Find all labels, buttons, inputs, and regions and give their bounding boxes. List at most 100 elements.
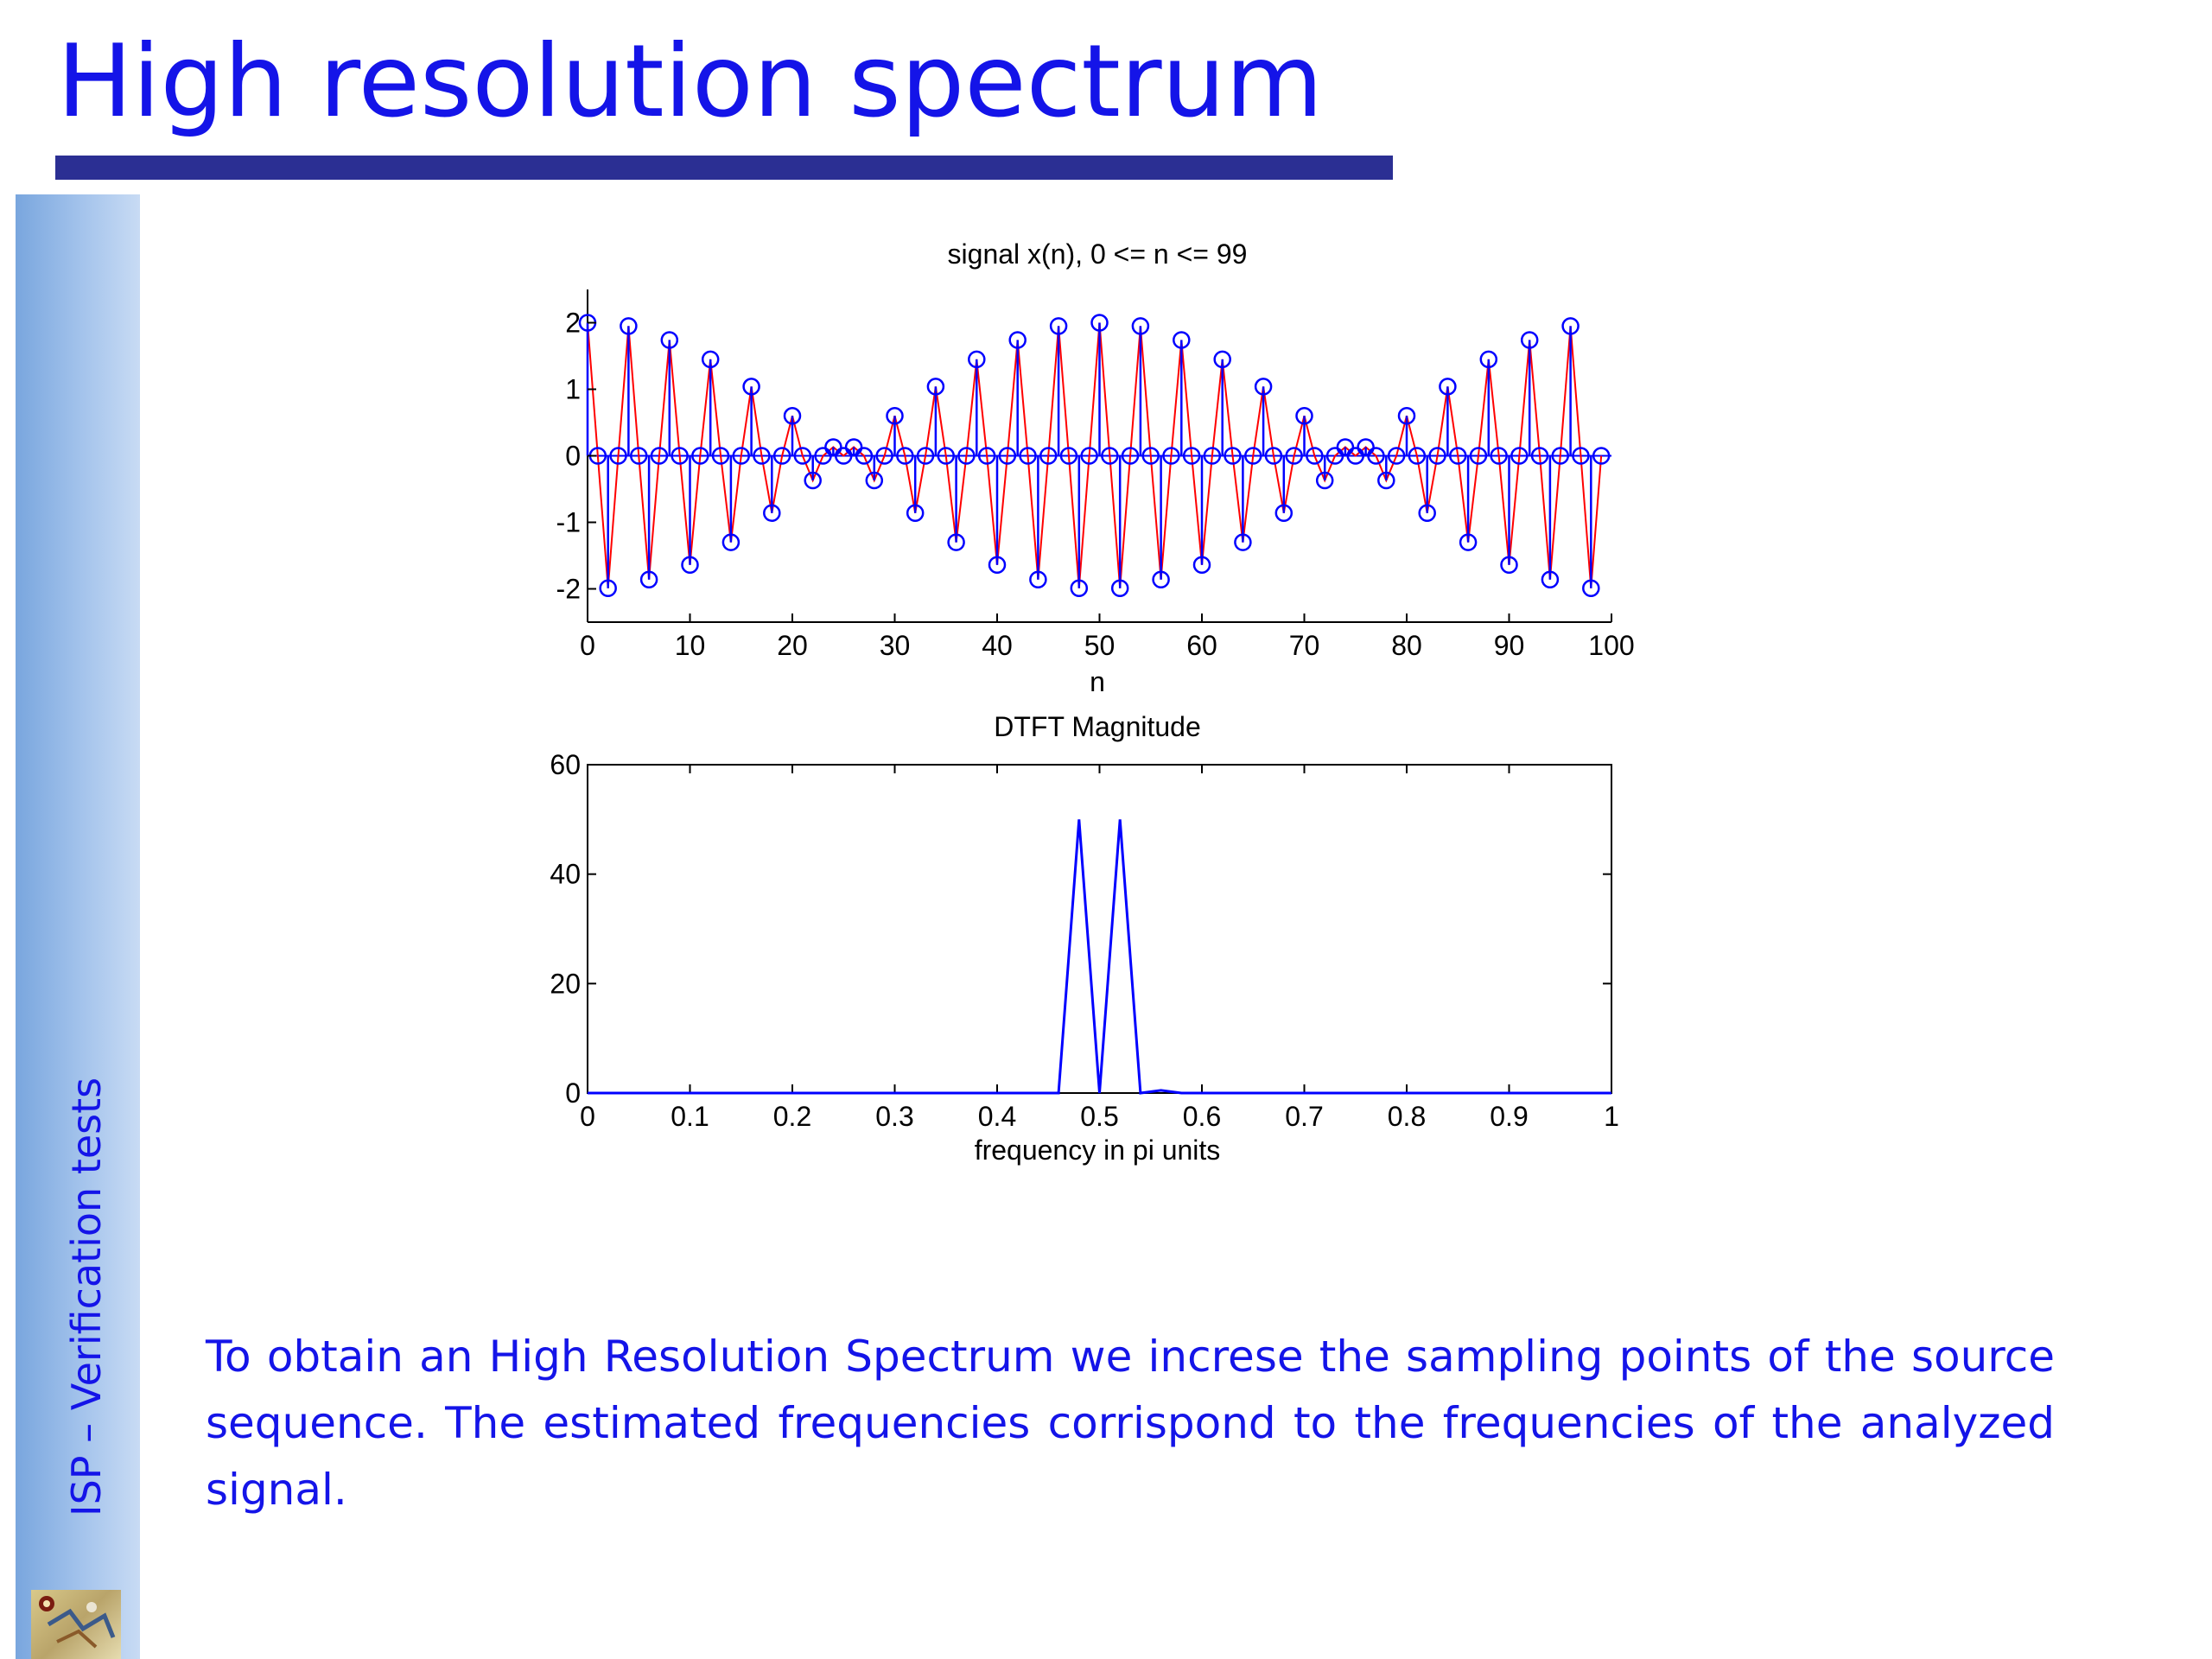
signal-marker (630, 447, 648, 465)
signal-x-tick-label: 0 (580, 630, 595, 661)
signal-marker (1449, 447, 1467, 465)
signal-marker (1306, 447, 1324, 465)
dtft-x-tick-label: 0 (580, 1101, 595, 1132)
signal-marker (1572, 447, 1590, 465)
signal-marker (1110, 579, 1129, 597)
dtft-y-tick-label: 0 (565, 1077, 581, 1109)
logo-graphic (39, 1596, 116, 1649)
signal-marker (793, 447, 812, 465)
signal-marker (1551, 447, 1569, 465)
dtft-x-axis-label: frequency in pi units (975, 1135, 1221, 1166)
signal-x-tick-label: 90 (1494, 630, 1525, 661)
signal-marker (1152, 570, 1170, 588)
signal-series-line (587, 322, 1603, 588)
signal-marker (1182, 447, 1201, 465)
caption-text: To obtain an High Resolution Spectrum we… (206, 1332, 2055, 1515)
figure: signal x(n), 0 <= n <= 99 0 10 20 30 40 50 60 7… (550, 238, 1635, 1166)
signal-marker (1592, 447, 1611, 465)
signal-marker (753, 447, 771, 465)
signal-plot: signal x(n), 0 <= n <= 99 0 10 20 30 40 50 60 7… (556, 238, 1635, 697)
signal-marker (1029, 570, 1047, 588)
signal-marker (1203, 447, 1222, 465)
signal-marker (1397, 407, 1416, 425)
dtft-plot-title: DTFT Magnitude (994, 711, 1201, 742)
signal-marker (1019, 447, 1037, 465)
signal-marker (1387, 447, 1406, 465)
signal-marker (1520, 331, 1539, 349)
signal-marker (1325, 447, 1344, 465)
signal-marker (835, 447, 853, 465)
signal-marker (968, 350, 986, 369)
signal-marker (1285, 447, 1303, 465)
signal-marker (875, 447, 893, 465)
signal-marker (998, 447, 1017, 465)
signal-marker (865, 471, 884, 490)
signal-marker (824, 438, 842, 456)
signal-marker (671, 447, 689, 465)
signal-marker (1173, 331, 1191, 349)
dtft-y-tick-label: 60 (550, 749, 581, 780)
signal-marker (681, 556, 699, 575)
signal-x-tick-label: 10 (675, 630, 706, 661)
signal-marker (772, 447, 791, 465)
sidebar-band (16, 194, 140, 1659)
signal-x-tick-label: 40 (982, 630, 1013, 661)
signal-marker (721, 533, 741, 551)
signal-marker (639, 570, 658, 588)
signal-marker (1469, 447, 1488, 465)
signal-marker (732, 447, 750, 465)
signal-marker (691, 447, 709, 465)
signal-y-tick-label: 2 (565, 308, 581, 339)
signal-marker (1141, 447, 1160, 465)
signal-x-tick-label: 30 (880, 630, 911, 661)
signal-marker (844, 438, 863, 456)
signal-marker (1090, 314, 1109, 332)
signal-marker (1490, 447, 1508, 465)
signal-marker (1070, 579, 1089, 597)
signal-x-tick-label: 100 (1588, 630, 1634, 661)
signal-marker (1039, 447, 1058, 465)
signal-marker (1479, 350, 1498, 369)
signal-marker (1428, 447, 1446, 465)
signal-marker (1408, 447, 1427, 465)
signal-x-tick-label: 80 (1391, 630, 1422, 661)
signal-marker (1131, 317, 1150, 335)
signal-marker (660, 331, 679, 349)
signal-marker (1192, 556, 1211, 575)
dtft-x-tick-label: 0.4 (978, 1101, 1016, 1132)
signal-marker (1582, 579, 1600, 597)
dtft-x-tick-label: 0.6 (1183, 1101, 1221, 1132)
dtft-x-tick-label: 1 (1604, 1101, 1619, 1132)
signal-marker (1439, 378, 1457, 396)
dtft-x-tick-label: 0.2 (773, 1101, 811, 1132)
signal-marker (1080, 447, 1098, 465)
dtft-series-line (588, 819, 1611, 1095)
signal-y-tick-label: -1 (556, 507, 581, 538)
dtft-y-tick-label: 40 (550, 859, 581, 890)
signal-marker (1500, 556, 1518, 575)
signal-marker (1346, 447, 1364, 465)
signal-marker (1315, 471, 1334, 490)
signal-marker (906, 504, 925, 522)
signal-marker (957, 447, 976, 465)
signal-marker (1418, 504, 1436, 522)
signal-y-tick-label: -2 (556, 574, 581, 605)
signal-plot-title: signal x(n), 0 <= n <= 99 (948, 238, 1248, 270)
signal-x-tick-label: 50 (1084, 630, 1116, 661)
signal-marker (947, 533, 965, 551)
signal-y-tick-label: 0 (565, 441, 581, 472)
dtft-x-tick-label: 0.3 (875, 1101, 913, 1132)
signal-marker (1510, 447, 1529, 465)
signal-marker (886, 407, 904, 425)
signal-marker (1213, 350, 1231, 369)
signal-marker (1162, 447, 1180, 465)
signal-marker (1530, 447, 1549, 465)
signal-marker (1274, 504, 1294, 522)
dtft-x-tick-label: 0.5 (1080, 1101, 1118, 1132)
signal-y-tick-label: 1 (565, 374, 581, 405)
signal-marker (1244, 447, 1262, 465)
signal-marker (804, 471, 822, 490)
signal-marker (1377, 471, 1395, 490)
dtft-x-tick-label: 0.1 (671, 1101, 709, 1132)
signal-marker (620, 317, 638, 335)
